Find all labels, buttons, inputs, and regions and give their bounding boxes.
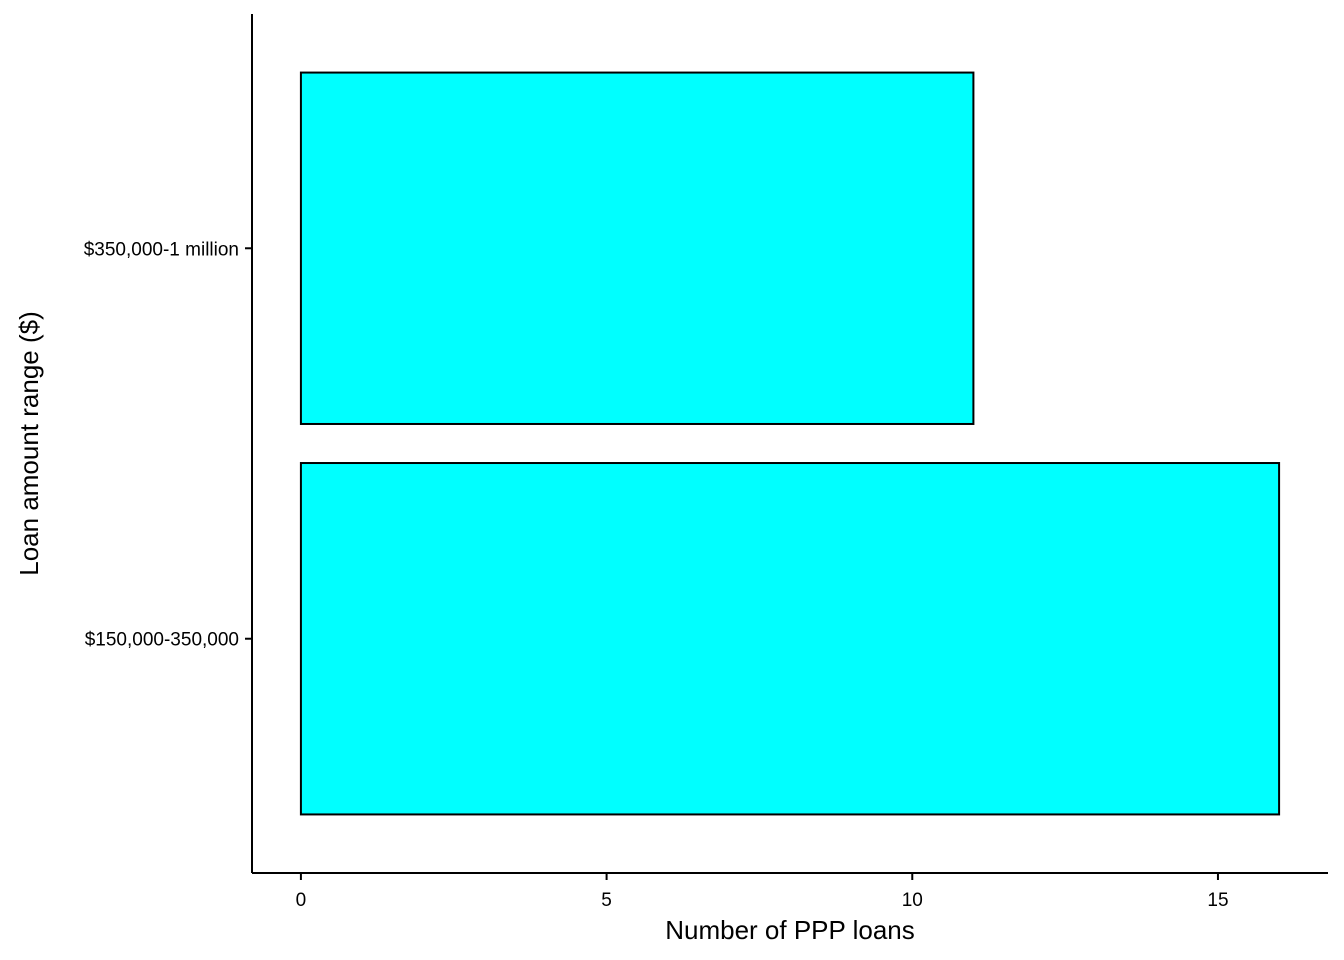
x-tick-label-2: 10	[902, 890, 923, 911]
y-ticks-group: $150,000-350,000 $350,000-1 million	[84, 239, 252, 651]
y-axis-title: Loan amount range ($)	[14, 311, 44, 576]
x-axis-title: Number of PPP loans	[665, 915, 915, 945]
x-tick-label-0: 0	[296, 890, 307, 911]
x-tick-label-3: 15	[1207, 890, 1228, 911]
x-ticks-group: 0 5 10 15	[296, 873, 1229, 911]
bar-1	[299, 71, 975, 425]
bar-0	[299, 462, 1281, 816]
x-tick-label-1: 5	[601, 890, 612, 911]
y-tick-label-1: $350,000-1 million	[84, 239, 239, 260]
y-tick-label-0: $150,000-350,000	[85, 630, 239, 651]
bars-group	[299, 71, 1281, 816]
